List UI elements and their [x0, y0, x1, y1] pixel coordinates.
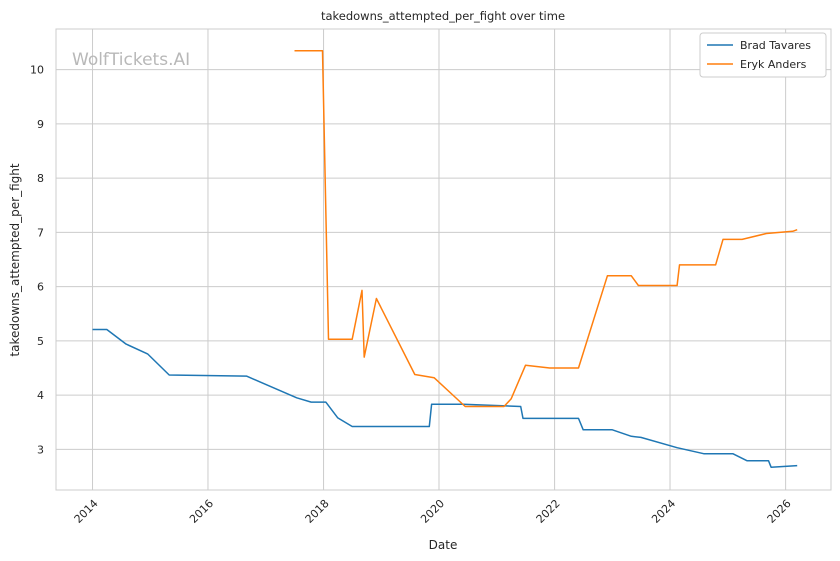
y-axis-label: takedowns_attempted_per_fight [8, 163, 22, 356]
legend: Brad Tavares Eryk Anders [699, 32, 827, 78]
y-tick-label: 9 [37, 118, 44, 131]
x-axis-label: Date [429, 538, 458, 552]
y-tick-label: 4 [37, 389, 44, 402]
y-axis-ticks: 3 4 5 6 7 8 9 10 [30, 64, 44, 457]
y-tick-label: 8 [37, 172, 44, 185]
y-tick-label: 7 [37, 226, 44, 239]
legend-label-eryk-anders: Eryk Anders [740, 58, 807, 71]
y-tick-label: 3 [37, 443, 44, 456]
y-tick-label: 6 [37, 281, 44, 294]
legend-box [699, 32, 827, 78]
series-line-brad-tavares [92, 328, 798, 468]
plot-frame [55, 28, 832, 491]
watermark: WolfTickets.AI [72, 50, 190, 70]
y-tick-label: 10 [30, 64, 44, 77]
y-tick-label: 5 [37, 335, 44, 348]
grid [56, 29, 831, 490]
series-layer [92, 49, 798, 468]
legend-label-brad-tavares: Brad Tavares [740, 39, 811, 52]
series-line-eryk-anders [294, 49, 798, 408]
chart-title: takedowns_attempted_per_fight over time [321, 9, 565, 23]
